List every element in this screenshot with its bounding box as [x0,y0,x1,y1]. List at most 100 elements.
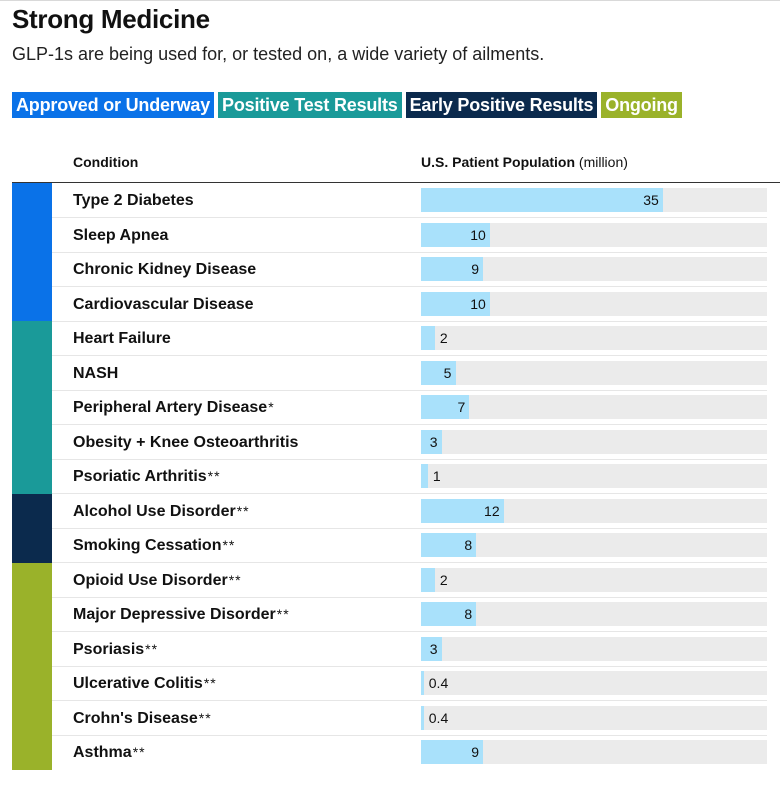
condition-label: Crohn's Disease** [73,701,212,736]
row-divider [52,527,767,529]
bar-value-label: 5 [443,364,452,381]
table-row: Psoriatic Arthritis** 1 [0,459,780,494]
legend-item-2: Early Positive Results [405,92,598,118]
bar [421,636,442,661]
table-row: Type 2 Diabetes 35 [0,183,780,218]
bar-value-label: 10 [470,226,486,243]
condition-label: Obesity + Knee Osteoarthritis [73,425,298,460]
bar-value-label: 9 [471,744,480,760]
bar-track [421,705,767,730]
table-row: NASH 5 [0,355,780,391]
condition-name: Heart Failure [73,330,171,347]
row-divider [52,734,767,736]
condition-name: Ulcerative Colitis [73,675,203,692]
status-band [12,217,52,253]
row-divider [52,251,767,253]
bar [421,671,424,695]
condition-name: Cardiovascular Disease [73,295,254,313]
bar [421,705,424,730]
bar-track [421,360,767,385]
bar-value-label: 0.4 [428,709,449,726]
condition-name: Crohn's Disease [73,709,198,727]
bar [421,602,477,626]
table-row: Alcohol Use Disorder** 12 [0,493,780,529]
row-divider [52,286,767,287]
row-divider [52,596,767,598]
bar-value-label: 1 [432,468,441,484]
condition-label: Smoking Cessation** [73,528,235,563]
chart-subtitle: GLP-1s are being used for, or tested on,… [12,44,545,64]
status-band [12,321,52,356]
bar [421,360,456,385]
top-divider [0,0,780,1]
legend-item-3: Ongoing [601,92,682,118]
bar-track [421,464,767,488]
status-band [12,666,52,701]
status-band [12,528,52,563]
condition-label: NASH [73,356,118,391]
bar [421,326,435,350]
bar-value-label: 9 [471,261,480,277]
bar-value-label: 3 [429,433,438,450]
table-row: Crohn's Disease** 0.4 [0,700,780,736]
status-band [12,183,52,218]
footnote-marker: ** [207,468,221,484]
row-divider [52,458,767,460]
condition-name: Smoking Cessation [73,537,222,554]
table-row: Chronic Kidney Disease 9 [0,252,780,287]
row-divider [52,217,767,218]
table-row: Opioid Use Disorder** 2 [0,562,780,598]
row-divider [52,700,767,701]
condition-name: Alcohol Use Disorder [73,502,236,520]
table-row: Psoriasis** 3 [0,631,780,667]
bar-track [421,671,767,695]
table-row: Obesity + Knee Osteoarthritis 3 [0,424,780,460]
condition-name: Asthma [73,744,132,761]
table-row: Smoking Cessation** 8 [0,528,780,563]
row-divider [52,493,767,494]
bar-track [421,533,767,557]
bar [421,188,664,212]
status-band [12,355,52,391]
bar-value-label: 2 [439,571,448,588]
row-divider [52,424,767,425]
bar-value-label: 2 [439,330,448,346]
table-row: Sleep Apnea 10 [0,217,780,253]
bar-track [421,395,767,419]
condition-column-header: Condition [73,154,139,170]
condition-label: Ulcerative Colitis** [73,666,217,701]
bar [421,740,484,764]
footnote-marker: ** [236,502,250,519]
condition-label: Type 2 Diabetes [73,183,194,218]
condition-label: Asthma** [73,735,146,770]
condition-name: Peripheral Artery Disease [73,399,268,416]
status-band [12,735,52,770]
bar-track [421,326,767,350]
status-band [12,700,52,736]
population-column-header: U.S. Patient Population (million) [421,154,628,170]
bar [421,498,505,523]
table-row: Major Depressive Disorder** 8 [0,597,780,632]
condition-label: Heart Failure [73,321,171,356]
bar-value-label: 12 [484,502,500,519]
bar [421,257,484,281]
condition-label: Sleep Apnea [73,218,168,253]
bar [421,464,428,488]
bar-track [421,429,767,454]
row-divider [52,562,767,563]
bar-value-label: 7 [457,399,466,415]
bar [421,429,442,454]
condition-label: Psoriasis** [73,632,158,667]
population-header-label: U.S. Patient Population [421,154,576,170]
status-band [12,286,52,322]
bar-value-label: 3 [429,640,438,657]
row-divider [52,355,767,356]
status-band [12,562,52,598]
condition-label: Chronic Kidney Disease [73,252,256,287]
bar-track [421,636,767,661]
table-row: Ulcerative Colitis** 0.4 [0,666,780,701]
footnote-marker: ** [276,606,290,622]
legend: Approved or Underway Positive Test Result… [12,92,682,118]
legend-item-1: Positive Test Results [218,92,402,118]
legend-item-0: Approved or Underway [12,92,215,118]
